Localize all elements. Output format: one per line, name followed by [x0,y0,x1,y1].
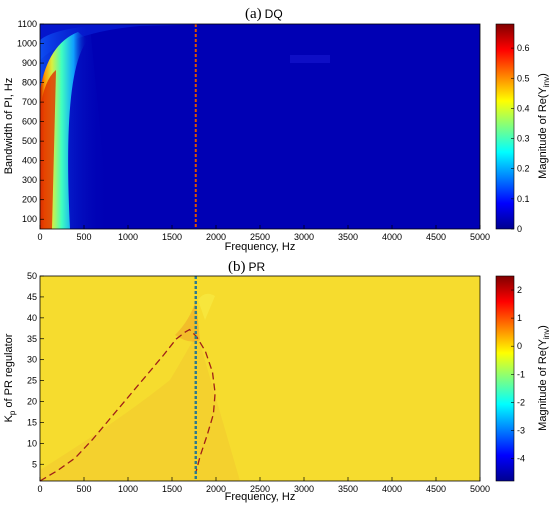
y-tick-label-b: 15 [27,417,37,427]
y-axis-label-b: Kp of PR regulator [3,333,17,422]
boundary-curve-b [39,328,216,482]
x-tick-label-a: 4000 [382,232,402,242]
x-tick-label-a: 1000 [118,232,138,242]
x-tick-label-b: 3500 [338,484,358,494]
y-tick-label-a: 800 [22,78,37,88]
colorbar-tick-label-a: 0.3 [517,134,530,144]
y-tick-label-b: 10 [27,438,37,448]
y-tick-label-a: 100 [22,214,37,224]
y-tick-label-a: 900 [22,58,37,68]
y-tick-label-a: 1100 [18,19,37,29]
panel-b: 0 500 1000 1500 2000 2500 3000 3500 4000 4500 5000… [3,259,550,503]
colorbar-a [495,23,515,230]
panel-b-title: (b) PR [228,259,266,275]
y-tick-label-a: 200 [22,195,37,205]
x-tick-label-b: 4500 [426,484,446,494]
x-tick-label-a: 1500 [162,232,182,242]
colorbar-label-a: Magnitude of Re(Yinv) [537,73,550,179]
y-tick-label-a: 1000 [17,39,37,49]
y-tick-label-b: 30 [27,355,37,365]
x-tick-label-a: 0 [37,232,42,242]
x-axis-label-b: Frequency, Hz [225,491,296,503]
colorbar-tick-label-a: 0.6 [517,43,530,53]
y-tick-label-a: 400 [22,156,37,166]
x-tick-label-a: 2000 [206,232,226,242]
y-tick-label-a: 300 [22,175,37,185]
colorbar-tick-label-a: 0.1 [517,194,530,204]
x-tick-label-b: 0 [37,484,42,494]
x-tick-label-a: 3500 [338,232,358,242]
y-tick-label-a: 500 [22,136,37,146]
x-tick-label-b: 2000 [206,484,226,494]
x-tick-label-a: 3000 [294,232,314,242]
colorbar-tick-label-b: -4 [517,454,525,464]
colorbar-tick-label-b: -2 [517,397,525,407]
colorbar-b [495,275,515,482]
heat-shade-b [175,300,200,342]
y-tick-label-a: 600 [22,117,37,127]
x-axis-label-a: Frequency, Hz [225,241,296,253]
colorbar-tick-label-b: 0 [517,341,522,351]
x-tick-label-b: 4000 [382,484,402,494]
y-tick-label-b: 50 [27,271,37,281]
colorbar-tick-label-a: 0 [517,224,522,234]
colorbar-tick-label-b: 1 [517,313,522,323]
colorbar-tick-label-a: 0.4 [517,103,530,113]
panel-a-title: (a) DQ [245,6,283,22]
x-tick-label-a: 5000 [470,232,490,242]
colorbar-tick-label-b: -1 [517,369,525,379]
y-tick-label-b: 35 [27,334,37,344]
colorbar-tick-label-b: -3 [517,425,525,435]
colorbar-tick-label-a: 0.5 [517,73,530,83]
panel-a: 0 500 1000 1500 2000 2500 3000 3500 4000 4500 5000… [3,6,550,253]
heat-region-b [40,333,240,481]
x-tick-label-a: 2500 [250,232,270,242]
plot-area-a [40,24,480,229]
y-tick-label-b: 5 [32,459,37,469]
y-tick-label-b: 20 [27,397,37,407]
y-tick-label-b: 40 [27,313,37,323]
colorbar-tick-label-b: 2 [517,285,522,295]
heat-core-a [40,70,56,229]
heat-shade-b2 [198,293,215,320]
x-tick-label-b: 1500 [162,484,182,494]
x-tick-label-b: 3000 [294,484,314,494]
y-tick-label-b: 45 [27,292,37,302]
heatmap-b [40,293,240,481]
x-tick-label-b: 1000 [118,484,138,494]
x-tick-label-b: 500 [76,484,91,494]
y-tick-label-b: 25 [27,376,37,386]
colorbar-tick-label-a: 0.2 [517,164,530,174]
colorbar-label-b: Magnitude of Re(Yinv) [537,325,550,431]
x-tick-label-a: 500 [76,232,91,242]
x-tick-label-b: 5000 [470,484,490,494]
y-axis-label-a: Bandwidth of PI, Hz [3,78,15,175]
x-tick-label-b: 2500 [250,484,270,494]
heatmap-a [40,24,330,229]
x-tick-label-a: 4500 [426,232,446,242]
heat-band-a [290,55,330,63]
y-tick-label-a: 700 [22,97,37,107]
